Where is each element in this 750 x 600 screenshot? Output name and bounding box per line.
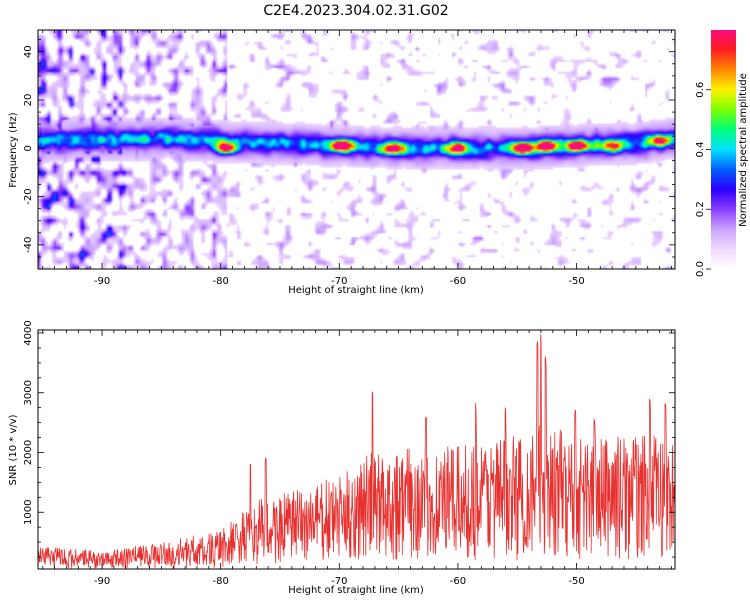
colorbar-tick-label: 0.0 (695, 261, 706, 277)
y-tick-label: -20 (23, 188, 34, 204)
snr-y-axis: 1000 2000 3000 4000 (23, 320, 675, 558)
colorbar-gradient (711, 30, 736, 269)
x-tick-label: -70 (331, 576, 347, 587)
spectrogram-panel: -90 -80 -70 -60 -50 -40 -20 0 20 40 Height of st… (8, 29, 676, 296)
colorbar-label: Normalized spectral amplitude (738, 73, 749, 227)
x-tick-label: -60 (450, 276, 466, 287)
snr-x-label: Height of straight line (km) (288, 585, 424, 596)
spectrogram-heatmap (38, 30, 675, 269)
snr-frame (37, 329, 676, 570)
x-tick-label: -80 (213, 576, 229, 587)
colorbar-tick-label: 0.2 (695, 201, 706, 217)
y-tick-label: 3000 (23, 380, 34, 405)
x-tick-label: -50 (568, 576, 584, 587)
snr-series-line (38, 334, 675, 569)
x-tick-label: -70 (331, 276, 347, 287)
spectrogram-y-axis: -40 -20 0 20 40 (23, 39, 675, 270)
spectrogram-x-label: Height of straight line (km) (288, 285, 424, 296)
x-tick-label: -80 (213, 276, 229, 287)
colorbar-tick-label: 0.6 (695, 82, 706, 98)
snr-panel: -90 -80 -70 -60 -50 1000 2000 3000 4000 Height … (8, 320, 676, 596)
spectrogram-frame (37, 29, 676, 270)
spectrogram-y-label: Frequency (Hz) (8, 112, 19, 188)
snr-x-axis: -90 -80 -70 -60 -50 (42, 330, 672, 587)
y-tick-label: 2000 (23, 440, 34, 465)
y-tick-label: 0 (23, 145, 34, 151)
snr-y-label: SNR (10 * v/v) (8, 414, 19, 485)
colorbar-tick-label: 0.4 (695, 142, 706, 158)
y-tick-label: 1000 (23, 500, 34, 525)
spectrogram-x-axis: -90 -80 -70 -60 -50 (42, 30, 672, 287)
x-tick-label: -60 (450, 576, 466, 587)
y-tick-label: -40 (23, 237, 34, 253)
colorbar: 0.0 0.2 0.4 0.6 Normalized spectral amplitu… (695, 30, 749, 277)
chart-title: C2E4.2023.304.02.31.G02 (263, 3, 448, 19)
y-tick-label: 4000 (23, 320, 34, 345)
x-tick-label: -90 (94, 576, 110, 587)
y-tick-label: 40 (23, 45, 34, 58)
colorbar-ticks: 0.0 0.2 0.4 0.6 (695, 82, 711, 277)
x-tick-label: -90 (94, 276, 110, 287)
x-tick-label: -50 (568, 276, 584, 287)
y-tick-label: 20 (23, 94, 34, 107)
